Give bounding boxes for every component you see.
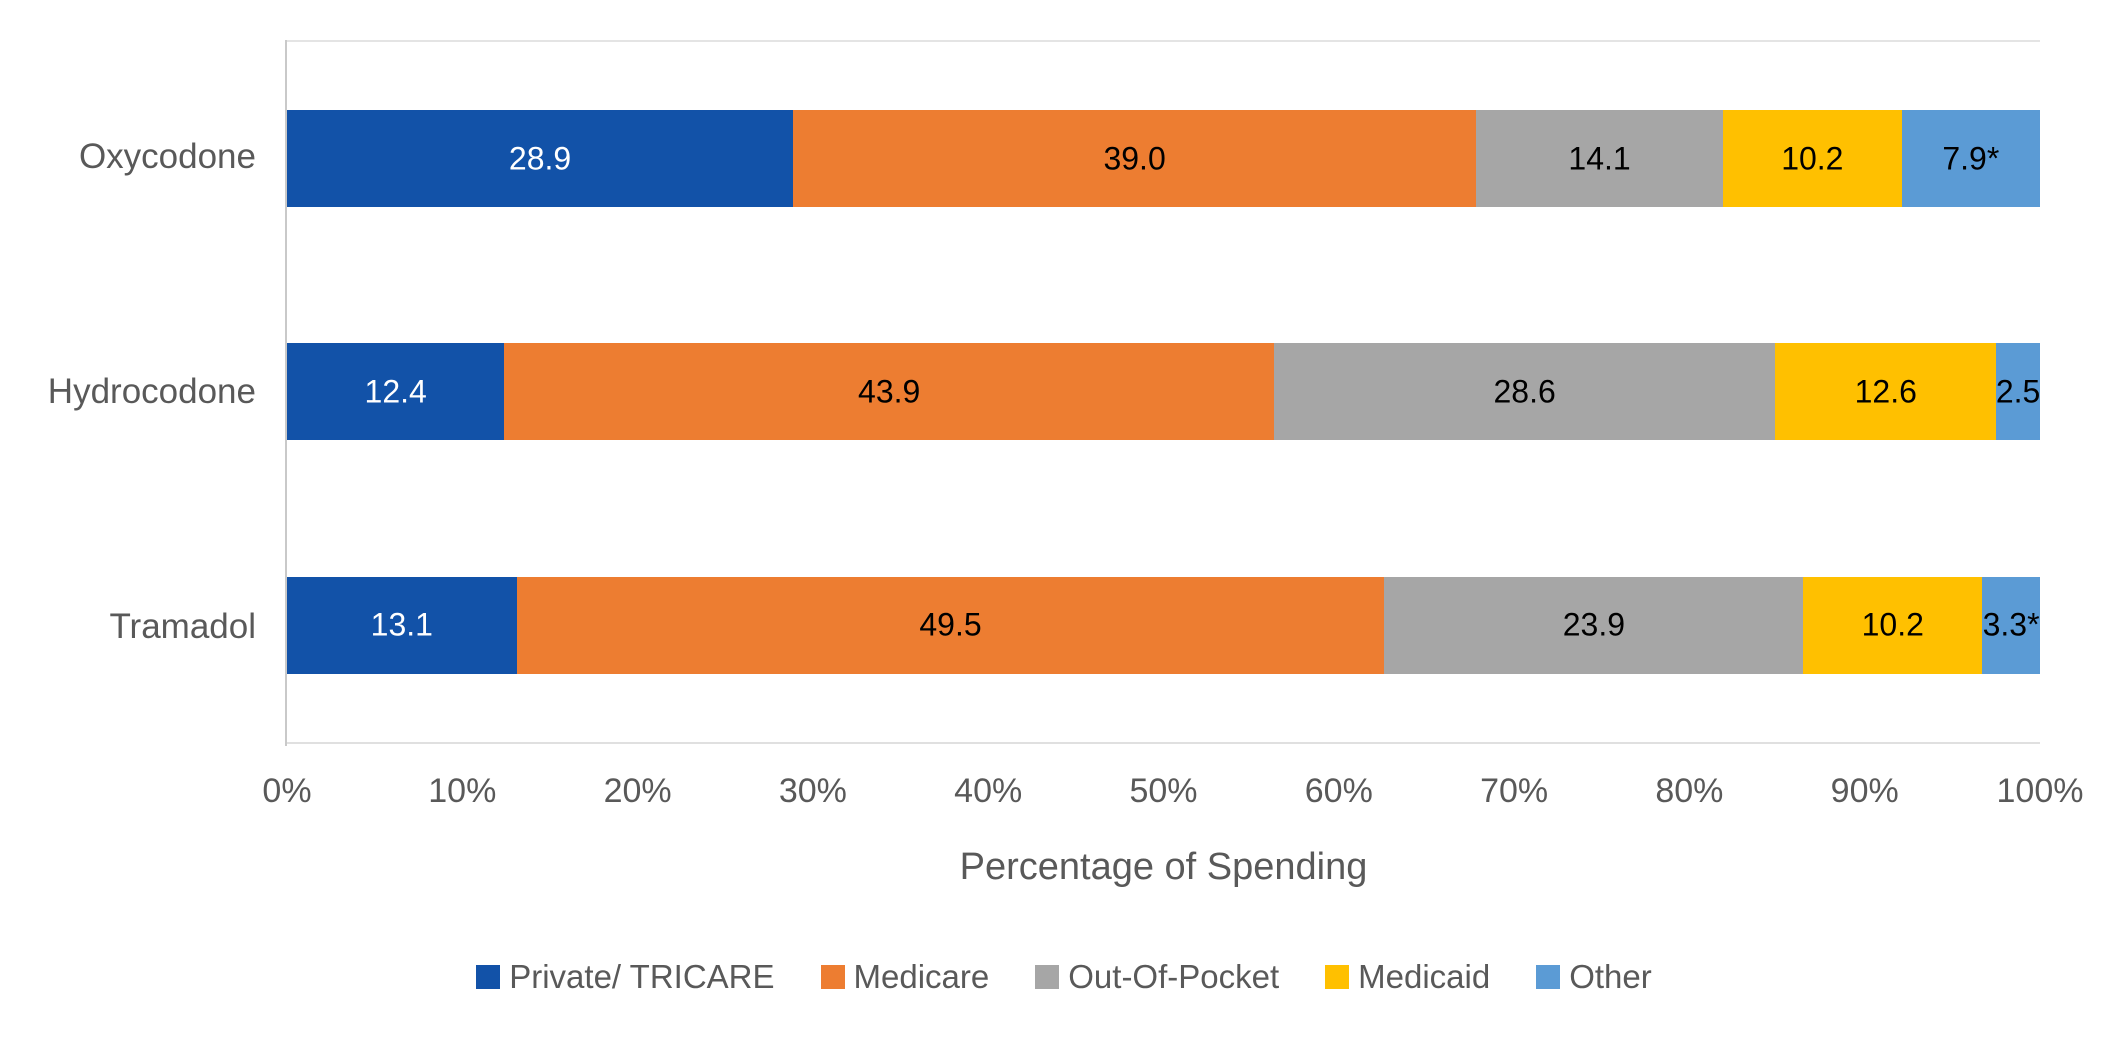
legend-item: Private/ TRICARE [476, 958, 775, 996]
legend-swatch-icon [476, 965, 501, 989]
bar-segment-other: 2.5 [1995, 343, 2041, 441]
legend-item: Out-Of-Pocket [1035, 958, 1279, 996]
bar-segment-private-tricare: 12.4 [287, 343, 505, 441]
legend-label: Medicare [853, 958, 990, 995]
bar-segment-out-of-pocket: 28.6 [1273, 343, 1776, 441]
y-axis-category-labels: Oxycodone Hydrocodone Tramadol [0, 40, 256, 744]
bar-segment-medicaid: 10.2 [1723, 110, 1902, 208]
x-tick-label: 100% [1996, 772, 2084, 810]
x-tick-label: 20% [603, 772, 672, 810]
legend-swatch-icon [820, 965, 845, 989]
bar-segment-private-tricare: 28.9 [287, 110, 794, 208]
legend-swatch-icon [1035, 965, 1060, 989]
x-axis-tick-labels: 0% 10% 20% 30% 40% 50% 60% 70% 80% 90% 100% [262, 772, 2083, 816]
bar-segment-medicare: 39.0 [793, 110, 1477, 208]
legend-item: Medicare [820, 958, 990, 996]
bar-value-label: 39.0 [1103, 140, 1166, 177]
bar-value-label: 49.5 [919, 606, 982, 643]
legend-swatch-icon [1536, 965, 1561, 989]
bar-row: 28.9 39.0 14.1 10.2 7.9* [287, 110, 2040, 208]
bar-value-label: 10.2 [1861, 606, 1924, 643]
x-tick-label: 30% [778, 772, 847, 810]
x-tick-label: 10% [428, 772, 497, 810]
bar-value-label: 10.2 [1781, 140, 1844, 177]
x-tick-label: 80% [1655, 772, 1724, 810]
bar-segment-out-of-pocket: 23.9 [1384, 576, 1804, 674]
bar-value-label: 3.3* [1982, 606, 2040, 643]
bar-segment-out-of-pocket: 14.1 [1476, 110, 1724, 208]
bar-segment-medicare: 43.9 [504, 343, 1274, 441]
bar-value-label: 14.1 [1568, 140, 1631, 177]
bar-segment-other: 3.3* [1982, 576, 2040, 674]
bar-segment-medicare: 49.5 [516, 576, 1385, 674]
plot-area: 28.9 39.0 14.1 10.2 7.9* 12.4 43.9 28.6 12.6 2.5 1… [287, 40, 2040, 744]
bar-row: 12.4 43.9 28.6 12.6 2.5 [287, 343, 2041, 441]
legend-item: Medicaid [1325, 958, 1490, 996]
x-axis-title: Percentage of Spending [959, 846, 1368, 888]
legend-item: Other [1536, 958, 1652, 996]
bar-value-label: 7.9* [1942, 140, 2000, 177]
bar-value-label: 12.4 [364, 373, 427, 410]
category-label: Oxycodone [78, 137, 256, 177]
legend-label: Out-Of-Pocket [1068, 958, 1280, 995]
x-tick-label: 40% [954, 772, 1023, 810]
category-label: Hydrocodone [47, 371, 256, 411]
bar-value-label: 43.9 [858, 373, 921, 410]
bar-value-label: 2.5 [1995, 373, 2041, 410]
y-axis-line [285, 40, 287, 746]
legend-label: Medicaid [1358, 958, 1491, 995]
legend-swatch-icon [1325, 965, 1350, 989]
x-tick-label: 90% [1830, 772, 1899, 810]
legend: Private/ TRICARE Medicare Out-Of-Pocket Med… [0, 958, 2128, 996]
bar-segment-other: 7.9* [1901, 110, 2040, 208]
bar-value-label: 28.9 [508, 140, 572, 177]
legend-label: Private/ TRICARE [509, 958, 775, 995]
bar-value-label: 13.1 [370, 606, 433, 643]
x-tick-label: 70% [1480, 772, 1549, 810]
bar-segment-medicaid: 12.6 [1775, 343, 1997, 441]
bar-row: 13.1 49.5 23.9 10.2 3.3* [287, 576, 2040, 674]
bar-segment-private-tricare: 13.1 [287, 576, 517, 674]
category-label: Tramadol [109, 606, 256, 646]
x-tick-label: 0% [262, 772, 312, 810]
x-tick-label: 60% [1304, 772, 1373, 810]
bar-segment-medicaid: 10.2 [1803, 576, 1983, 674]
legend-label: Other [1569, 958, 1652, 995]
bar-value-label: 12.6 [1854, 373, 1917, 410]
bar-value-label: 23.9 [1562, 606, 1625, 643]
x-tick-label: 50% [1129, 772, 1198, 810]
bar-value-label: 28.6 [1493, 373, 1556, 410]
